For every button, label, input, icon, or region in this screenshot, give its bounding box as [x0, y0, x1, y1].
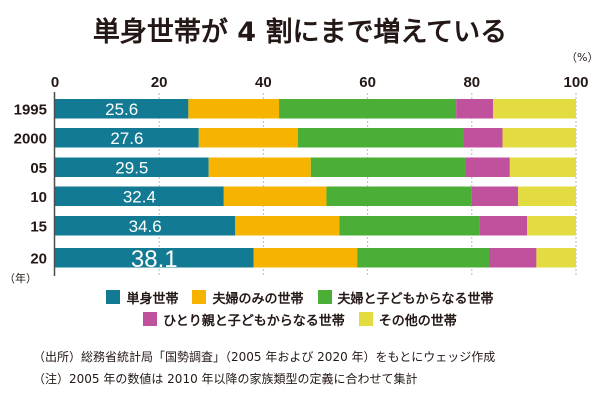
- legend-row: 単身世帯 夫婦のみの世帯 夫婦と子どもからなる世帯: [0, 286, 600, 308]
- bar-segment: [55, 128, 199, 148]
- bar-segment: [527, 216, 576, 236]
- legend-label: ひとり親と子どもからなる世帯: [163, 313, 345, 329]
- legend-label: 夫婦と子どもからなる世帯: [337, 291, 494, 307]
- axes: 0 20 40 60 80 100 1995 2000 05 10 15 20: [14, 74, 589, 276]
- legend-swatch: [317, 290, 332, 304]
- legend-item: 夫婦と子どもからなる世帯: [317, 288, 494, 307]
- stacked-bar-chart: 25.6 27.6 29.5 32.4 34.6 38.1 0 20 40 60 80 100 199…: [4, 51, 598, 285]
- legend-swatch: [143, 312, 158, 326]
- y-category-label: 2000: [14, 130, 47, 147]
- bar-segment: [55, 99, 189, 119]
- bar-segment: [188, 99, 280, 119]
- legend-item: その他の世帯: [358, 310, 457, 329]
- legend-item: 夫婦のみの世帯: [192, 288, 304, 307]
- bar-segment: [55, 216, 236, 236]
- bar-segment: [471, 186, 519, 206]
- x-unit-label: （%）: [566, 51, 598, 64]
- bar-data-label: 27.6: [110, 129, 143, 148]
- bar-segment: [488, 248, 537, 268]
- y-category-label: 1995: [14, 101, 47, 118]
- gridlines: [158, 93, 577, 275]
- y-category-label: 05: [30, 160, 47, 177]
- bars: [55, 99, 576, 268]
- legend: 単身世帯 夫婦のみの世帯 夫婦と子どもからなる世帯 ひとり親と子どもからなる世帯 その…: [0, 286, 600, 330]
- bar-segment: [536, 248, 576, 268]
- bar-segment: [518, 186, 576, 206]
- bar-segment: [493, 99, 576, 119]
- x-tick-label: 0: [51, 74, 59, 91]
- bar-segment: [509, 157, 576, 177]
- bar-segment: [55, 157, 209, 177]
- legend-item: 単身世帯: [106, 288, 178, 307]
- bar-segment: [235, 216, 340, 236]
- bar-data-label: 32.4: [123, 187, 156, 206]
- x-tick-label: 100: [563, 74, 588, 91]
- bar-data-label: 29.5: [115, 158, 148, 177]
- x-tick-label: 80: [463, 74, 480, 91]
- data-labels: 25.6 27.6 29.5 32.4 34.6 38.1: [105, 100, 177, 273]
- bar-segment: [55, 248, 254, 268]
- y-category-label: 20: [30, 250, 47, 267]
- y-category-label: 10: [30, 189, 47, 206]
- bar-segment: [465, 157, 510, 177]
- y-unit-label: （年）: [4, 271, 37, 285]
- legend-label: その他の世帯: [378, 313, 457, 329]
- bar-segment: [326, 186, 472, 206]
- bar-segment: [198, 128, 298, 148]
- legend-swatch: [106, 290, 121, 304]
- bar-segment: [502, 128, 576, 148]
- bar-segment: [479, 216, 528, 236]
- legend-item: ひとり親と子どもからなる世帯: [143, 310, 345, 329]
- bar-segment: [208, 157, 311, 177]
- legend-label: 夫婦のみの世帯: [212, 291, 304, 307]
- bar-segment: [253, 248, 358, 268]
- legend-row: ひとり親と子どもからなる世帯 その他の世帯: [0, 308, 600, 330]
- legend-swatch: [192, 290, 207, 304]
- definition-note: （注）2005 年の数値は 2010 年以降の家族類型の定義に合わせて集計: [33, 372, 418, 386]
- legend-swatch: [358, 312, 373, 326]
- x-tick-label: 40: [255, 74, 272, 91]
- bar-segment: [357, 248, 489, 268]
- footnotes: （出所）総務省統計局「国勢調査」（2005 年および 2020 年）をもとにウェ…: [33, 346, 495, 390]
- chart-title: 単身世帯が 4 割にまで増えている: [92, 17, 508, 48]
- bar-segment: [310, 157, 466, 177]
- bar-segment: [223, 186, 327, 206]
- bar-segment: [456, 99, 494, 119]
- bar-segment: [297, 128, 464, 148]
- bar-segment: [279, 99, 457, 119]
- bar-data-label: 34.6: [129, 217, 162, 236]
- bar-segment: [463, 128, 503, 148]
- x-tick-label: 20: [151, 74, 168, 91]
- source-note: （出所）総務省統計局「国勢調査」（2005 年および 2020 年）をもとにウェ…: [33, 350, 496, 364]
- bar-data-label: 25.6: [105, 100, 138, 119]
- x-tick-label: 60: [359, 74, 376, 91]
- bar-data-label: 38.1: [131, 246, 178, 273]
- legend-label: 単身世帯: [126, 291, 179, 307]
- bar-segment: [339, 216, 480, 236]
- bar-segment: [55, 186, 224, 206]
- y-category-label: 15: [30, 218, 47, 235]
